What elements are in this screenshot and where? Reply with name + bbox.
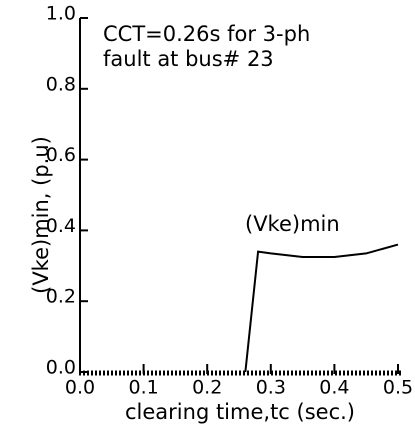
x-tick-label: 0.0 — [65, 377, 95, 399]
y-tick-label: 0.8 — [46, 73, 76, 95]
y-tick-label: 0.2 — [46, 286, 76, 308]
x-axis-label: clearing time,tc (sec.) — [125, 400, 355, 424]
line — [244, 243, 399, 373]
annotation: fault at bus# 23 — [103, 47, 274, 71]
y-tick-label: 1.0 — [46, 3, 76, 25]
y-tick-label: 0.0 — [46, 357, 76, 379]
y-tick-label: 0.6 — [46, 144, 76, 166]
y-tick-label: 0.4 — [46, 215, 76, 237]
x-tick-label: 0.2 — [192, 377, 222, 399]
annotation: (Vke)min — [245, 212, 340, 236]
y-axis-label: (Vke)min, (p.u) — [29, 136, 53, 294]
x-tick-label: 0.4 — [319, 377, 349, 399]
annotation: CCT=0.26s for 3-ph — [103, 22, 310, 46]
x-tick-label: 0.1 — [128, 377, 158, 399]
x-tick-label: 0.5 — [383, 377, 413, 399]
x-tick-label: 0.3 — [256, 377, 286, 399]
